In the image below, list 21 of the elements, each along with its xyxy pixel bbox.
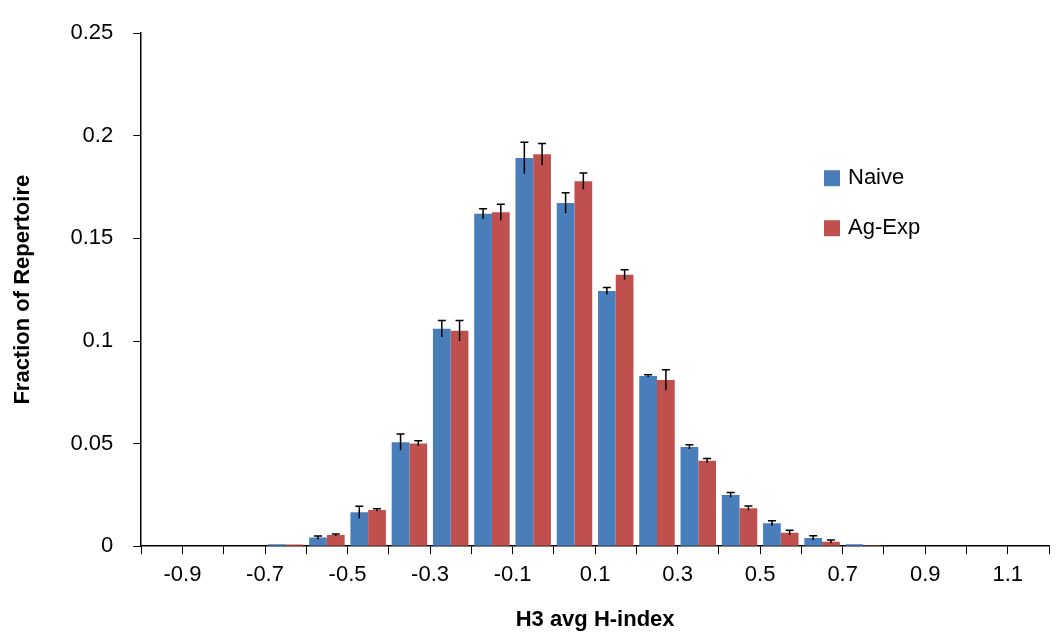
x-tick-label: 0.7 [827, 561, 858, 587]
x-tick-label: -0.9 [163, 561, 202, 587]
legend-label: Ag-Exp [848, 214, 921, 240]
x-tick-label: 0.1 [579, 561, 611, 587]
y-tick-label: 0.2 [82, 121, 114, 147]
x-tick-label: 0.5 [744, 561, 776, 587]
x-tick-label: 0.9 [909, 561, 941, 587]
x-tick-label: -0.1 [493, 561, 532, 587]
y-tick-label: 0.15 [70, 224, 114, 250]
y-axis-title: Fraction of Repertoire [9, 174, 35, 405]
x-tick-label: -0.3 [411, 561, 450, 587]
y-tick-label: 0.05 [70, 429, 114, 455]
y-tick-label: 0.25 [70, 19, 114, 45]
y-tick-label: 0.1 [82, 327, 114, 353]
x-tick-label: 1.1 [992, 561, 1024, 587]
legend-label: Naive [848, 164, 905, 190]
x-axis-title: H3 avg H-index [515, 605, 676, 631]
x-tick-label: 0.3 [662, 561, 693, 587]
x-tick-label: -0.5 [328, 561, 367, 587]
y-tick-label: 0 [100, 532, 114, 558]
x-tick-label: -0.7 [246, 561, 284, 587]
